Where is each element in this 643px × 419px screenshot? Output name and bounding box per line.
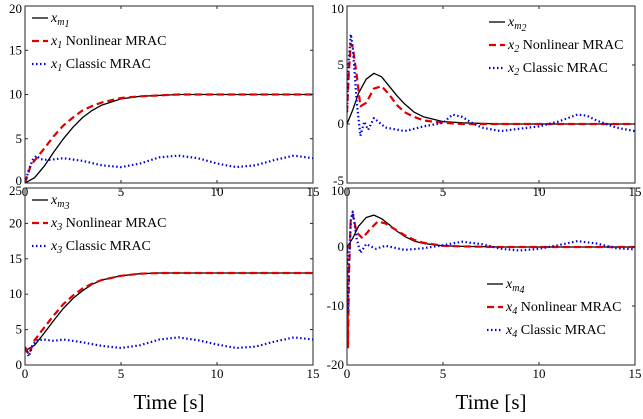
x-axis-label: Time [s] [134,390,205,414]
y-tick-label: 0 [16,357,23,372]
y-tick-label: -10 [327,298,344,313]
x-tick-label: 5 [118,366,125,381]
x-tick-label: 10 [211,184,224,199]
y-tick-label: 10 [331,1,344,16]
y-tick-label: 0 [338,239,345,254]
series-line-3 [347,210,635,313]
series-line-3 [25,154,313,183]
legend-label: x2 Classic MRAC [507,61,608,78]
series-line-3 [25,336,313,358]
y-tick-label: 20 [9,1,22,16]
series-line-1 [25,93,313,183]
y-tick-label: 10 [9,286,22,301]
y-tick-label: 0 [16,173,23,188]
y-tick-label: 5 [16,322,23,337]
legend: xm4 x4 Nonlinear MRAC x4 Classic MRAC [487,277,621,340]
series-line-2 [25,271,313,356]
series-line-2 [25,93,313,183]
legend-label: xm1 [50,11,69,30]
chart-panel-bottom-left: 0 5 10 15 0 5 10 15 20 25 Time [s] xm3 x3 Nonlinear … [9,183,320,414]
x-tick-label: 10 [211,366,224,381]
y-tick-label: 10 [9,87,22,102]
x-tick-label: 10 [533,184,546,199]
legend: xm3 x3 Nonlinear MRAC x3 Classic MRAC [32,193,166,256]
y-tick-label: 5 [338,57,345,72]
axes-frame [346,5,636,184]
y-tick-label: 10 [331,183,344,198]
x-tick-label: 0 [22,366,29,381]
x-tick-label: 15 [307,366,320,381]
legend-label: x3 Classic MRAC [50,239,151,256]
series-line-3 [347,33,635,137]
legend-label: x4 Nonlinear MRAC [505,300,621,317]
y-tick-label: 0 [338,116,345,131]
legend: xm1 x1 Nonlinear MRAC x1 Classic MRAC [32,11,166,74]
chart-panel-bottom-right: 0 5 10 15 -20 -10 0 10 Time [s] xm4 x4 Nonlinear M… [327,183,642,414]
x-tick-label: 0 [344,366,351,381]
legend-label: x1 Nonlinear MRAC [50,34,166,51]
x-axis-label: Time [s] [456,390,527,414]
legend-label: x4 Classic MRAC [505,323,606,340]
series-line-1 [347,72,635,125]
series-line-2 [347,42,635,126]
y-tick-label: 25 [9,183,22,198]
x-tick-label: 5 [440,184,447,199]
legend-label: xm4 [505,277,524,296]
legend-label: xm2 [507,15,526,34]
axes-frame [346,187,636,366]
y-tick-label: 15 [9,42,22,57]
y-tick-label: -20 [327,357,344,372]
legend: xm2 x2 Nonlinear MRAC x2 Classic MRAC [489,15,623,78]
legend-label: x3 Nonlinear MRAC [50,216,166,233]
y-tick-label: 5 [16,131,23,146]
y-tick-label: 20 [9,215,22,230]
y-tick-label: 15 [9,251,22,266]
legend-label: x2 Nonlinear MRAC [507,38,623,55]
axes-frame [24,187,314,366]
y-tick-label: -5 [333,173,344,188]
legend-label: xm3 [50,193,69,212]
x-tick-label: 5 [440,366,447,381]
legend-label: x1 Classic MRAC [50,57,151,74]
x-tick-label: 15 [629,366,642,381]
x-tick-label: 10 [533,366,546,381]
series-line-1 [347,214,635,248]
x-tick-label: 5 [118,184,125,199]
